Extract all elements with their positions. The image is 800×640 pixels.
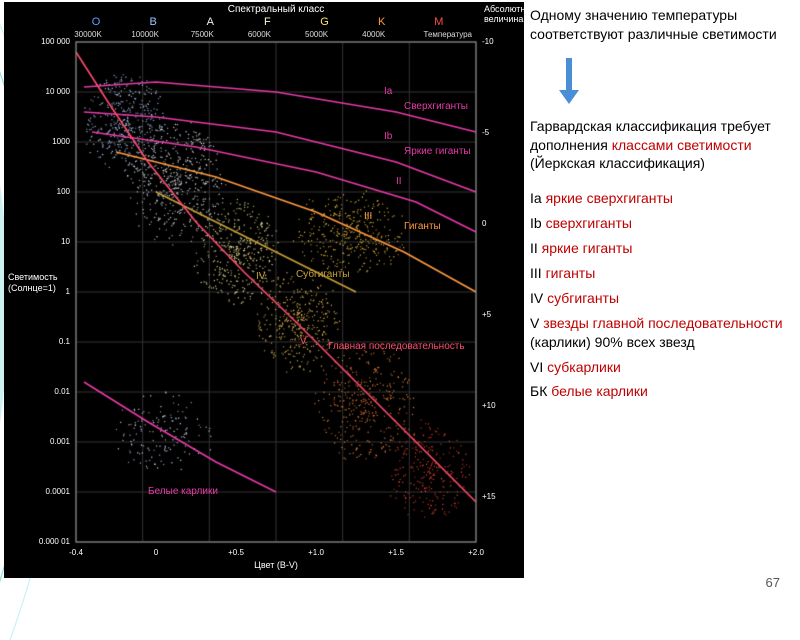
spectral-M: M bbox=[434, 16, 443, 28]
title-abs-mag2: величина bbox=[484, 14, 523, 24]
temp-tick: 6000K bbox=[248, 30, 271, 39]
temp-tick: 4000K bbox=[362, 30, 385, 39]
class-line: IV субгиганты bbox=[530, 289, 792, 308]
ytick-left: 1000 bbox=[52, 137, 70, 146]
curve-IV: IV bbox=[256, 271, 265, 282]
spectral-G: G bbox=[320, 16, 329, 28]
luminosity-class-list: Ia яркие сверхгиганты Ib сверхгиганты II я… bbox=[530, 189, 792, 401]
group-label: Главная последовательность bbox=[328, 341, 465, 352]
curve-III: III bbox=[364, 211, 372, 222]
ytick-left: 0.1 bbox=[59, 337, 70, 346]
temp-tick: 7500K bbox=[191, 30, 214, 39]
spectral-O: O bbox=[92, 16, 101, 28]
group-label: Сверхгиганты bbox=[404, 101, 468, 112]
ytick-left: 0.0001 bbox=[46, 487, 70, 496]
class-line: V звезды главной последовательности (кар… bbox=[530, 314, 792, 352]
ytick-left: 10 bbox=[61, 237, 70, 246]
group-label: Белые карлики bbox=[148, 486, 218, 497]
spectral-B: B bbox=[149, 16, 156, 28]
curve-Ia: Ia bbox=[384, 86, 392, 97]
ytick-left: 1 bbox=[66, 287, 70, 296]
side-p1: Одному значению температуры соответствую… bbox=[530, 6, 792, 44]
xtick: +1.5 bbox=[388, 548, 404, 557]
page-number: 67 bbox=[766, 575, 780, 590]
temp-tick: 5000K bbox=[305, 30, 328, 39]
ytick-right: 0 bbox=[482, 219, 486, 228]
ytick-right: +15 bbox=[482, 492, 496, 501]
ytick-left: 0.001 bbox=[50, 437, 70, 446]
ytick-right: +5 bbox=[482, 310, 491, 319]
class-line: Ib сверхгиганты bbox=[530, 214, 792, 233]
xtick: 0 bbox=[154, 548, 158, 557]
xtick: -0.4 bbox=[69, 548, 83, 557]
spectral-K: K bbox=[378, 16, 385, 28]
ytick-left: 10 000 bbox=[46, 87, 70, 96]
group-label: Субгиганты bbox=[296, 269, 350, 280]
temp-tick: 10000K bbox=[131, 30, 159, 39]
class-line: II яркие гиганты bbox=[530, 239, 792, 258]
curve-V: V bbox=[300, 336, 307, 347]
ytick-right: -10 bbox=[482, 37, 494, 46]
group-label: Яркие гиганты bbox=[404, 146, 471, 157]
class-line: Ia яркие сверхгиганты bbox=[530, 189, 792, 208]
hr-canvas bbox=[4, 2, 524, 578]
ytick-right: +10 bbox=[482, 401, 496, 410]
temp-label: Температура bbox=[424, 30, 472, 39]
ytick-right: -5 bbox=[482, 128, 489, 137]
spectral-F: F bbox=[264, 16, 271, 28]
class-line: VI субкарлики bbox=[530, 358, 792, 377]
ytick-left: 0.01 bbox=[54, 387, 70, 396]
arrow-down-icon bbox=[556, 56, 582, 104]
ytick-left: 100 bbox=[57, 187, 70, 196]
temp-tick: 30000K bbox=[74, 30, 102, 39]
hr-diagram: Спектральный классАбсолютнаявеличинаOBAF… bbox=[4, 2, 524, 578]
side-p2: Гарвардская классификация требует дополн… bbox=[530, 117, 792, 174]
spectral-A: A bbox=[207, 16, 214, 28]
yaxis-label: Светимость bbox=[8, 272, 58, 282]
ytick-left: 0.000 01 bbox=[39, 537, 70, 546]
ytick-left: 100 000 bbox=[41, 37, 70, 46]
xtick: +1.0 bbox=[308, 548, 324, 557]
xaxis-label: Цвет (B-V) bbox=[254, 560, 298, 570]
title-abs-mag: Абсолютная bbox=[484, 4, 535, 14]
side-text: Одному значению температуры соответствую… bbox=[530, 6, 792, 407]
xtick: +2.0 bbox=[468, 548, 484, 557]
class-line: III гиганты bbox=[530, 264, 792, 283]
curve-II: II bbox=[396, 176, 402, 187]
class-line: БК белые карлики bbox=[530, 382, 792, 401]
yaxis-label2: (Солнце=1) bbox=[8, 283, 56, 293]
curve-Ib: Ib bbox=[384, 131, 392, 142]
group-label: Гиганты bbox=[404, 221, 441, 232]
xtick: +0.5 bbox=[228, 548, 244, 557]
title-spectral-class: Спектральный класс bbox=[228, 4, 324, 15]
